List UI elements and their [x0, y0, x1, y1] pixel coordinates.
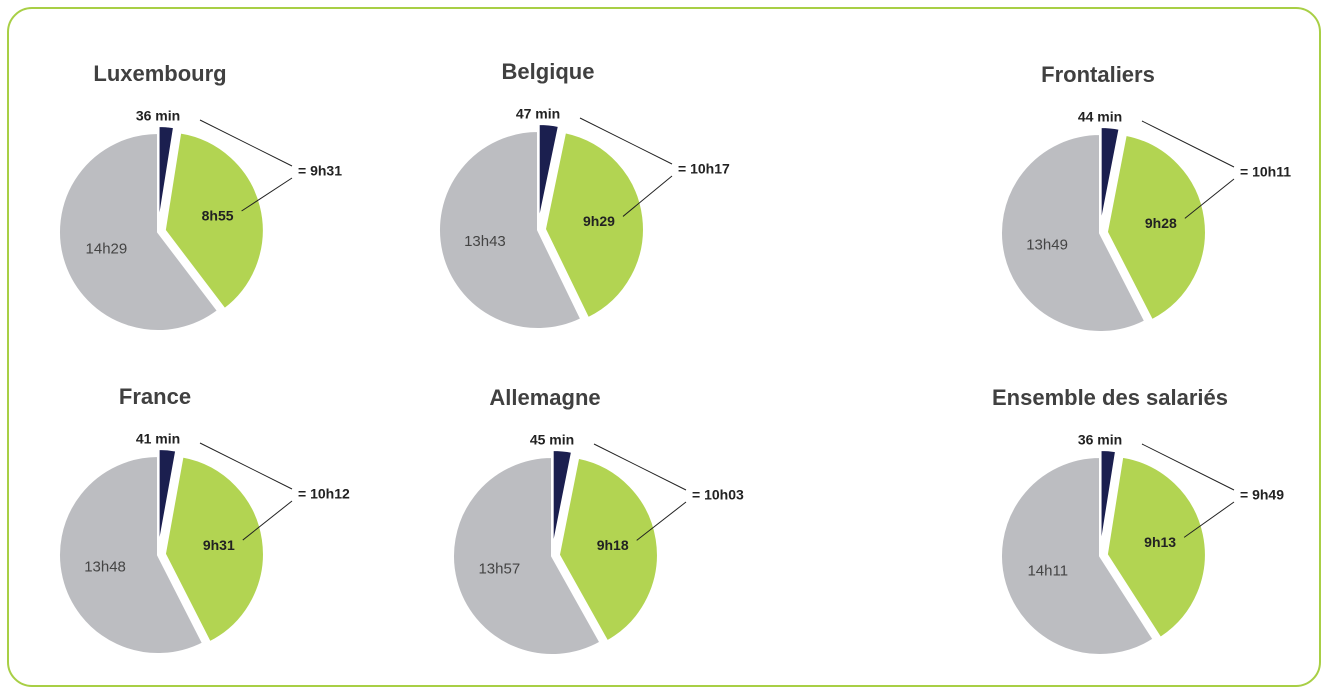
value-label: 9h18 — [597, 537, 629, 553]
value-label: 14h11 — [1027, 562, 1068, 579]
value-label: 36 min — [1078, 432, 1122, 448]
pie-slice — [157, 125, 176, 226]
pie-slice — [1000, 132, 1147, 333]
value-label: 9h13 — [1144, 534, 1176, 550]
value-label: 36 min — [136, 108, 180, 124]
total-label: = 10h17 — [678, 161, 730, 177]
pie-slice — [163, 131, 265, 311]
leader-line — [1141, 443, 1235, 491]
pie-slice — [157, 448, 178, 549]
value-label: 14h29 — [86, 240, 128, 257]
value-label: 41 min — [136, 431, 180, 447]
leader-line — [1183, 501, 1235, 538]
pie-slice — [543, 131, 645, 320]
pie-slice — [1099, 126, 1121, 227]
value-label: 13h57 — [478, 561, 520, 578]
pie-slice — [163, 455, 265, 644]
pie-title: France — [119, 384, 191, 409]
value-label: 47 min — [516, 106, 560, 122]
pie-slice — [58, 131, 220, 332]
value-label: 45 min — [530, 432, 574, 448]
leader-line — [199, 119, 293, 167]
leader-line — [1184, 178, 1235, 219]
frame — [7, 7, 1321, 687]
leader-line — [242, 500, 293, 541]
leader-line — [593, 443, 687, 491]
pie-slice — [1105, 133, 1207, 322]
pie-title: Allemagne — [489, 385, 600, 410]
value-label: 9h31 — [203, 537, 235, 553]
pie-slice — [537, 123, 561, 224]
value-label: 9h29 — [583, 213, 615, 229]
total-label: = 9h31 — [298, 163, 342, 179]
value-label: 13h48 — [84, 559, 126, 576]
leader-line — [241, 177, 293, 212]
total-label: = 10h11 — [1240, 164, 1291, 180]
value-label: 9h28 — [1145, 215, 1177, 231]
pie-slice — [1000, 455, 1155, 656]
total-label: = 9h49 — [1240, 487, 1284, 503]
pie-slice — [438, 129, 583, 330]
pie-title: Luxembourg — [93, 61, 226, 86]
value-label: 8h55 — [202, 208, 234, 224]
leader-line — [636, 501, 687, 541]
total-label: = 10h12 — [298, 486, 350, 502]
pie-slice — [557, 456, 659, 643]
pie-title: Frontaliers — [1041, 62, 1155, 87]
value-label: 13h43 — [464, 233, 506, 250]
leader-line — [199, 442, 293, 490]
leader-line — [579, 117, 673, 165]
pie-title: Belgique — [502, 59, 595, 84]
total-label: = 10h03 — [692, 487, 744, 503]
pie-slice — [1105, 455, 1207, 640]
pie-slice — [551, 449, 574, 550]
pie-slice — [58, 454, 205, 655]
value-label: 44 min — [1078, 109, 1122, 125]
pie-slice — [1099, 449, 1118, 550]
pie-title: Ensemble des salariés — [992, 385, 1228, 410]
pie-slice — [452, 455, 602, 656]
leader-line — [1141, 120, 1235, 168]
leader-line — [622, 175, 673, 217]
value-label: 13h49 — [1026, 237, 1068, 254]
